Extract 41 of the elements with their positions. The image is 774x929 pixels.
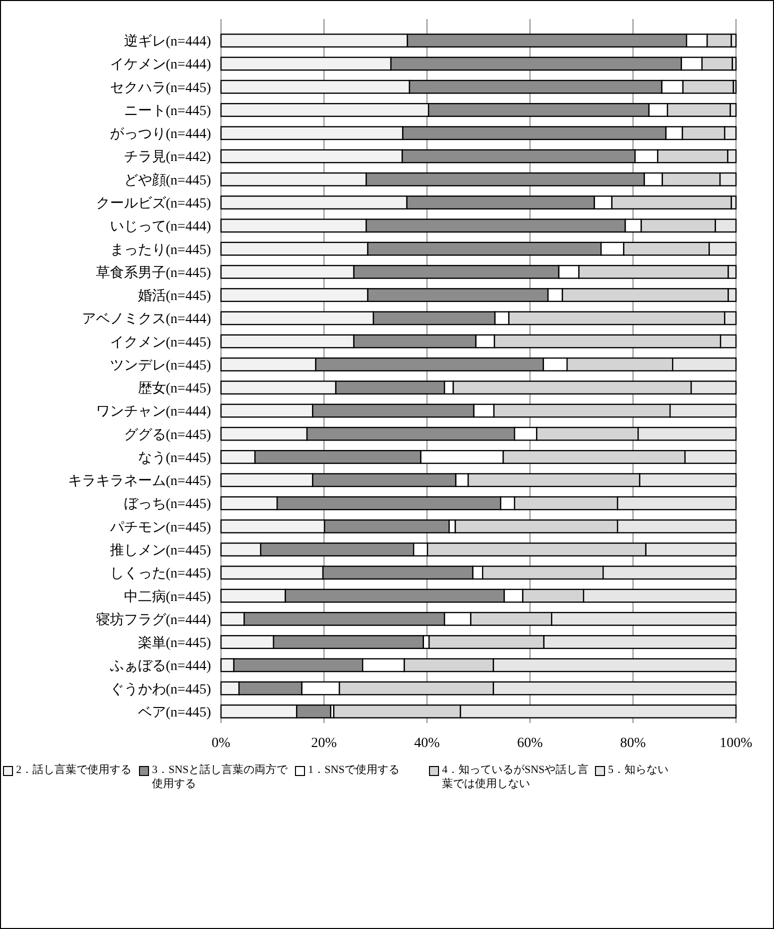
x-tick-label: 20% <box>311 736 338 751</box>
y-tick-label: 逆ギレ(n=444) <box>124 34 212 50</box>
legend-label: 4．知っているがSNSや話し言葉では使用しない <box>442 763 589 791</box>
y-tick-label: どや顔(n=445) <box>124 172 212 188</box>
y-tick-label: 寝坊フラグ(n=444) <box>96 612 212 628</box>
y-tick-label: ふぁぼる(n=444) <box>108 659 212 674</box>
y-tick-label: 楽単(n=445) <box>138 635 212 652</box>
legend-label: 5．知らない <box>608 763 668 777</box>
y-tick-label: がっつり(n=444) <box>110 127 212 142</box>
x-tick-label: 100% <box>720 736 753 751</box>
y-tick-label: 歴女(n=445) <box>138 380 212 397</box>
y-tick-label: なう(n=445) <box>138 450 212 466</box>
y-tick-label: ベア(n=445) <box>138 705 212 720</box>
legend-label: 3．SNSと話し言葉の両方で使用する <box>152 763 289 791</box>
y-tick-label: 婚活(n=445) <box>138 288 212 304</box>
x-tick-label: 60% <box>517 736 544 751</box>
x-tick-label: 80% <box>620 736 646 751</box>
y-tick-label: ニート(n=445) <box>124 104 212 119</box>
legend-label: 1．SNSで使用する <box>308 763 400 777</box>
y-tick-label: まったり(n=445) <box>110 242 212 258</box>
y-tick-label: イケメン(n=444) <box>110 58 212 73</box>
y-tick-label: セクハラ(n=445) <box>110 80 212 96</box>
y-tick-label: ぼっち(n=445) <box>124 497 212 512</box>
x-tick-label: 40% <box>414 736 440 751</box>
x-tick-label: 0% <box>212 736 231 751</box>
legend-label: 2．話し言葉で使用する <box>16 763 132 777</box>
y-tick-label: いじって(n=444) <box>110 220 212 235</box>
y-tick-label: 中二病(n=445) <box>124 588 212 605</box>
y-tick-label: ググる(n=445) <box>124 428 212 443</box>
y-tick-label: しくった(n=445) <box>110 566 212 582</box>
y-tick-label: キラキラネーム(n=445) <box>68 474 212 490</box>
y-tick-label: チラ見(n=442) <box>124 150 212 166</box>
y-tick-label: ワンチャン(n=444) <box>96 404 212 420</box>
y-tick-label: イクメン(n=445) <box>110 335 212 350</box>
y-tick-label: 推しメン(n=445) <box>110 542 212 558</box>
y-tick-label: 草食系男子(n=445) <box>96 264 212 281</box>
y-tick-label: ツンデレ(n=445) <box>110 358 212 374</box>
y-tick-label: クールビズ(n=445) <box>96 196 212 212</box>
y-tick-label: パチモン(n=445) <box>108 520 212 536</box>
y-tick-label: アベノミクス(n=444) <box>82 312 212 328</box>
y-tick-label: ぐうかわ(n=445) <box>110 682 212 698</box>
